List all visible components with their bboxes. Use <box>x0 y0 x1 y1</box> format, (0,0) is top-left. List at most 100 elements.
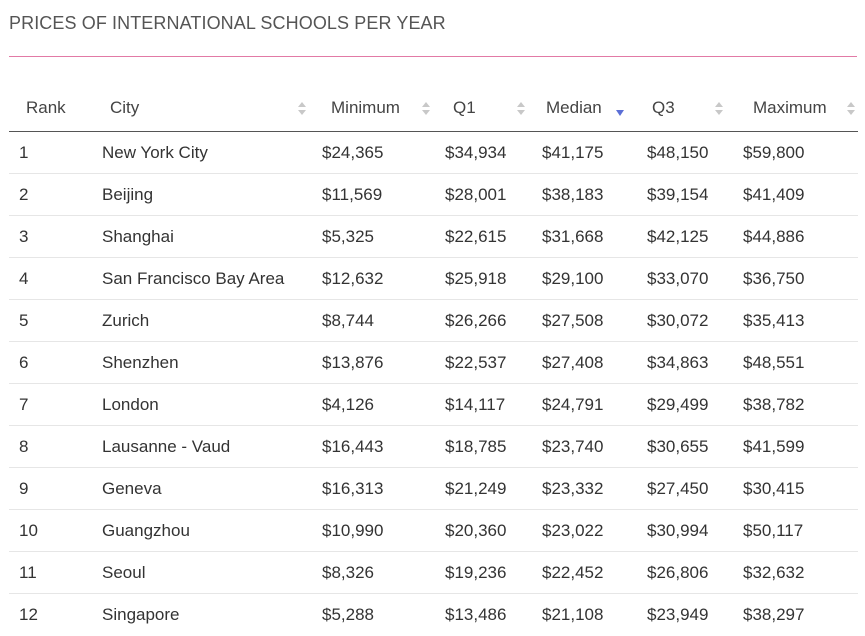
city-cell: Shanghai <box>98 215 304 258</box>
q1-cell: $28,001 <box>428 173 524 216</box>
maximum-cell: $38,297 <box>743 604 805 624</box>
median-cell: $29,100 <box>524 257 629 300</box>
q1-cell: $21,249 <box>428 467 524 510</box>
rank-cell: 3 <box>9 215 98 258</box>
q1-cell: $20,360 <box>428 509 524 552</box>
column-header-city[interactable]: City <box>98 87 306 132</box>
column-header-label: Rank <box>26 98 66 117</box>
column-header-label: Maximum <box>753 98 827 117</box>
q3-cell: $42,125 <box>629 215 725 258</box>
column-header-median[interactable]: Median <box>524 87 629 132</box>
maximum-cell: $41,599 <box>725 425 858 468</box>
schools-price-table: Rank City Minimum Q1 Median Q3 <box>9 87 858 635</box>
table-row: 11 Seoul $8,326 $19,236 $22,452 $26,806 $32,63… <box>9 551 858 594</box>
median-cell: $24,791 <box>524 383 629 426</box>
q1-cell: $34,934 <box>428 131 524 174</box>
sort-icon[interactable] <box>715 102 723 118</box>
rank-cell: 11 <box>9 551 98 594</box>
rank-cell: 8 <box>9 425 98 468</box>
maximum-cell: $36,750 <box>725 257 858 300</box>
table-row: 2 Beijing $11,569 $28,001 $38,183 $39,154 $41,… <box>9 173 858 216</box>
maximum-cell: $35,413 <box>725 299 858 342</box>
table-row: 4 San Francisco Bay Area $12,632 $25,918 $29… <box>9 257 858 300</box>
q3-cell: $29,499 <box>629 383 725 426</box>
rank-cell: 10 <box>9 509 98 552</box>
city-cell: Seoul <box>98 551 304 594</box>
column-header-label: Minimum <box>331 98 400 117</box>
city-cell: New York City <box>98 131 304 174</box>
q3-cell: $30,994 <box>629 509 725 552</box>
sort-icon[interactable] <box>298 102 306 118</box>
q3-cell: $23,949 <box>647 604 709 624</box>
q1-cell: $13,486 <box>445 604 507 624</box>
minimum-cell: $5,288 <box>322 604 374 624</box>
column-header-maximum[interactable]: Maximum <box>725 87 858 132</box>
rank-cell: 4 <box>9 257 98 300</box>
column-header-label: Q3 <box>652 98 675 117</box>
page-title: PRICES OF INTERNATIONAL SCHOOLS PER YEAR <box>9 13 446 33</box>
column-header-label: City <box>110 98 140 117</box>
table-row: 6 Shenzhen $13,876 $22,537 $27,408 $34,863 $48… <box>9 341 858 384</box>
title-divider <box>9 56 857 57</box>
minimum-cell: $4,126 <box>304 383 428 426</box>
minimum-cell: $12,632 <box>304 257 428 300</box>
q3-cell: $27,450 <box>629 467 725 510</box>
sort-descending-icon[interactable] <box>616 102 624 118</box>
median-cell: $23,740 <box>524 425 629 468</box>
table-body: 1 New York City $24,365 $34,934 $41,175 $48,1… <box>9 131 858 636</box>
maximum-cell: $59,800 <box>725 131 858 174</box>
median-cell: $27,508 <box>524 299 629 342</box>
sort-icon[interactable] <box>517 102 525 118</box>
rank-cell: 12 <box>19 604 38 624</box>
rank-cell: 5 <box>9 299 98 342</box>
maximum-cell: $38,782 <box>725 383 858 426</box>
minimum-cell: $10,990 <box>304 509 428 552</box>
q3-cell: $26,806 <box>629 551 725 594</box>
median-cell: $41,175 <box>524 131 629 174</box>
minimum-cell: $16,313 <box>304 467 428 510</box>
rank-cell: 1 <box>9 131 98 174</box>
city-cell: Singapore <box>102 604 180 624</box>
median-cell: $31,668 <box>524 215 629 258</box>
table-row: 12 Singapore $5,288 $13,486 $21,108 $23,949 $3… <box>9 594 858 636</box>
maximum-cell: $50,117 <box>725 509 858 552</box>
rank-cell: 2 <box>9 173 98 216</box>
q3-cell: $30,655 <box>629 425 725 468</box>
median-cell: $22,452 <box>524 551 629 594</box>
table-row: 8 Lausanne - Vaud $16,443 $18,785 $23,740 $30… <box>9 425 858 468</box>
table-row: 9 Geneva $16,313 $21,249 $23,332 $27,450 $30,4… <box>9 467 858 510</box>
city-cell: Shenzhen <box>98 341 304 384</box>
q3-cell: $33,070 <box>629 257 725 300</box>
median-cell: $23,332 <box>524 467 629 510</box>
table-row: 5 Zurich $8,744 $26,266 $27,508 $30,072 $35,41… <box>9 299 858 342</box>
city-cell: San Francisco Bay Area <box>98 257 304 300</box>
median-cell: $27,408 <box>524 341 629 384</box>
minimum-cell: $8,326 <box>304 551 428 594</box>
maximum-cell: $32,632 <box>725 551 858 594</box>
city-cell: Beijing <box>98 173 304 216</box>
minimum-cell: $24,365 <box>304 131 428 174</box>
table-row: 10 Guangzhou $10,990 $20,360 $23,022 $30,994 $… <box>9 509 858 552</box>
column-header-minimum[interactable]: Minimum <box>304 87 430 132</box>
sort-icon[interactable] <box>422 102 430 118</box>
sort-icon[interactable] <box>847 102 855 118</box>
table-row: 1 New York City $24,365 $34,934 $41,175 $48,1… <box>9 131 858 174</box>
column-header-label: Q1 <box>453 98 476 117</box>
minimum-cell: $16,443 <box>304 425 428 468</box>
maximum-cell: $48,551 <box>725 341 858 384</box>
q1-cell: $14,117 <box>428 383 524 426</box>
city-cell: Zurich <box>98 299 304 342</box>
q1-cell: $22,537 <box>428 341 524 384</box>
q1-cell: $25,918 <box>428 257 524 300</box>
column-header-q3[interactable]: Q3 <box>629 87 725 132</box>
q1-cell: $22,615 <box>428 215 524 258</box>
q3-cell: $34,863 <box>629 341 725 384</box>
column-header-q1[interactable]: Q1 <box>428 87 525 132</box>
maximum-cell: $41,409 <box>725 173 858 216</box>
minimum-cell: $13,876 <box>304 341 428 384</box>
rank-cell: 6 <box>9 341 98 384</box>
column-header-rank[interactable]: Rank <box>9 87 98 132</box>
city-cell: Guangzhou <box>98 509 304 552</box>
median-cell: $23,022 <box>524 509 629 552</box>
q3-cell: $39,154 <box>629 173 725 216</box>
